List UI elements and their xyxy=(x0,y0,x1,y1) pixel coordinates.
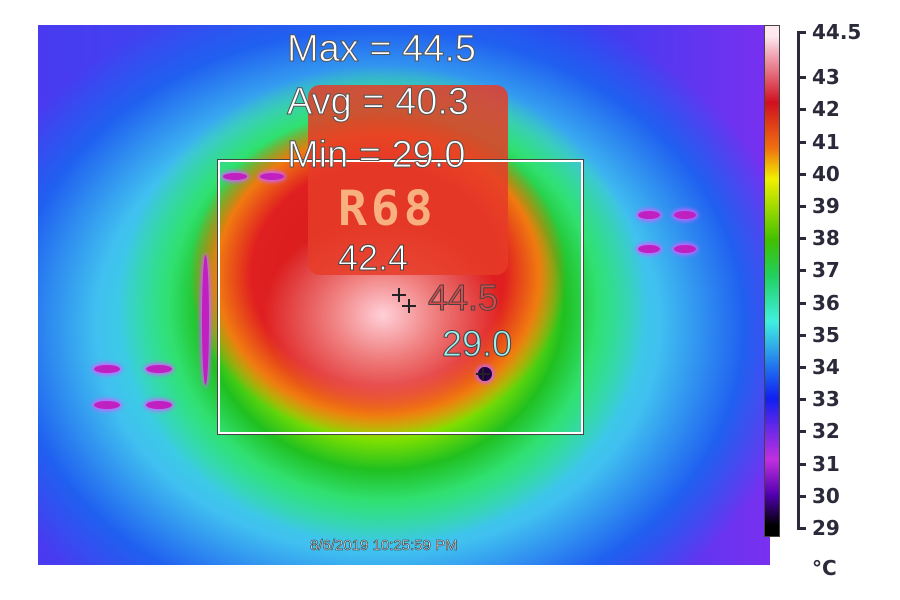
scale-tick-label: 33 xyxy=(812,387,840,412)
min-label: Min = 29.0 xyxy=(287,134,466,176)
scale-tick xyxy=(797,140,806,144)
color-scale-bar xyxy=(764,25,780,537)
unit-label: °C xyxy=(812,556,837,580)
hot-component xyxy=(308,85,508,275)
crosshair-icon[interactable] xyxy=(476,367,490,381)
crosshair-icon[interactable] xyxy=(402,299,416,313)
scale-tick xyxy=(797,430,806,434)
scale-tick-label: 37 xyxy=(812,258,840,283)
max-label: Max = 44.5 xyxy=(286,28,477,70)
scale-tick-label: 29 xyxy=(812,516,840,540)
component-marking: R68 xyxy=(338,181,437,237)
scale-tick-label: 30 xyxy=(812,483,840,508)
pad xyxy=(146,365,172,373)
scale-tick-label: 36 xyxy=(812,290,840,315)
timestamp: 8/6/2019 10:25:59 PM xyxy=(310,537,458,555)
scale-tick-label: 39 xyxy=(812,194,840,218)
scale-tick-label: 41 xyxy=(812,129,840,154)
spot-label: 42.4 xyxy=(337,237,409,278)
scale-tick xyxy=(797,333,806,337)
scale-tick-label: 40 xyxy=(812,161,840,186)
pad xyxy=(638,211,660,219)
measurement-box[interactable] xyxy=(218,160,583,434)
pad xyxy=(202,255,209,385)
scale-tick-label: 31 xyxy=(812,451,840,476)
scale-tick xyxy=(797,366,806,369)
scale-tick xyxy=(797,398,806,402)
pad xyxy=(146,401,172,409)
pad xyxy=(674,245,696,253)
thermal-image: R68 Max = 44.5 Avg = 40.3 Min = 29.0 42.… xyxy=(38,25,770,565)
scale-tick xyxy=(797,494,806,498)
scale-tick-label: 44.5 xyxy=(812,20,862,44)
scale-tick xyxy=(797,237,806,241)
scale-tick xyxy=(797,76,806,80)
scale-tick xyxy=(797,31,806,34)
pad xyxy=(638,245,660,253)
scale-tick-label: 43 xyxy=(812,65,840,90)
scale-tick xyxy=(797,301,806,305)
pad xyxy=(223,173,247,180)
pad xyxy=(260,173,284,180)
scale-tick-label: 32 xyxy=(812,419,840,444)
avg-label: Avg = 40.3 xyxy=(286,81,470,123)
scale-tick-label: 34 xyxy=(812,355,840,379)
scale-tick xyxy=(797,108,806,112)
pad xyxy=(674,211,696,219)
pad xyxy=(94,365,120,373)
scale-tick xyxy=(797,172,806,176)
spot-label: 44.5 xyxy=(427,277,499,318)
scale-tick xyxy=(797,269,806,273)
pad xyxy=(94,401,120,409)
scale-tick-label: 35 xyxy=(812,322,840,347)
spot-label: 29.0 xyxy=(441,323,513,364)
scale-tick xyxy=(797,462,806,466)
scale-tick xyxy=(797,527,806,530)
scale-tick xyxy=(797,205,806,208)
scale-axis xyxy=(797,32,800,529)
scale-tick-label: 42 xyxy=(812,97,840,122)
crosshair-icon[interactable] xyxy=(392,288,406,302)
scale-tick-label: 38 xyxy=(812,226,840,251)
